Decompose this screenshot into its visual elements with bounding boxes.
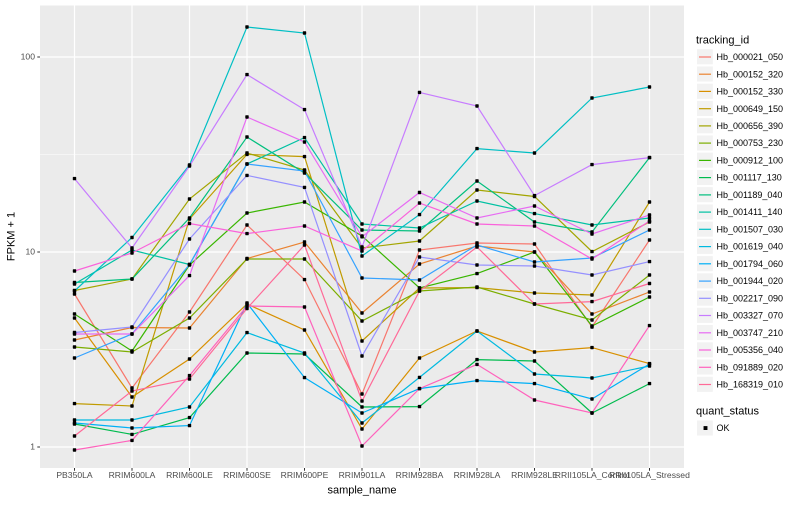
svg-text:OK: OK xyxy=(717,423,730,433)
svg-text:Hb_000021_050: Hb_000021_050 xyxy=(717,52,784,62)
svg-text:Hb_091889_020: Hb_091889_020 xyxy=(717,362,784,372)
svg-text:RRIM928BA: RRIM928BA xyxy=(396,470,444,480)
svg-text:Hb_000912_100: Hb_000912_100 xyxy=(717,156,784,166)
svg-text:tracking_id: tracking_id xyxy=(696,35,749,47)
svg-text:1: 1 xyxy=(30,442,35,452)
svg-text:Hb_001619_040: Hb_001619_040 xyxy=(717,242,784,252)
svg-text:Hb_001117_130: Hb_001117_130 xyxy=(717,173,782,183)
svg-text:RRII105LA_Control: RRII105LA_Control xyxy=(555,470,630,480)
svg-text:Hb_001189_040: Hb_001189_040 xyxy=(717,190,783,200)
svg-text:RRIM928LA: RRIM928LA xyxy=(454,470,501,480)
svg-text:FPKM + 1: FPKM + 1 xyxy=(6,212,18,261)
svg-text:Hb_000649_150: Hb_000649_150 xyxy=(717,104,784,114)
svg-text:Hb_005356_040: Hb_005356_040 xyxy=(717,345,784,355)
svg-text:RRII105LA_Stressed: RRII105LA_Stressed xyxy=(609,470,690,480)
svg-text:RRIM600LE: RRIM600LE xyxy=(166,470,213,480)
svg-text:RRIM600LA: RRIM600LA xyxy=(109,470,156,480)
svg-text:Hb_001507_030: Hb_001507_030 xyxy=(717,224,784,234)
svg-text:RRIM600PE: RRIM600PE xyxy=(281,470,329,480)
svg-text:10: 10 xyxy=(25,247,35,257)
svg-text:Hb_003747_210: Hb_003747_210 xyxy=(717,328,784,338)
svg-text:Hb_000656_390: Hb_000656_390 xyxy=(717,121,784,131)
svg-text:Hb_168319_010: Hb_168319_010 xyxy=(717,380,784,390)
svg-text:Hb_001944_020: Hb_001944_020 xyxy=(717,276,784,286)
svg-text:RRIM600SE: RRIM600SE xyxy=(223,470,271,480)
svg-text:Hb_001794_060: Hb_001794_060 xyxy=(717,259,784,269)
svg-text:PB350LA: PB350LA xyxy=(56,470,93,480)
svg-text:Hb_000152_330: Hb_000152_330 xyxy=(717,87,784,97)
svg-text:sample_name: sample_name xyxy=(327,484,396,496)
svg-text:Hb_001411_140: Hb_001411_140 xyxy=(717,207,783,217)
svg-text:RRIM928LE: RRIM928LE xyxy=(511,470,558,480)
svg-text:Hb_003327_070: Hb_003327_070 xyxy=(717,311,784,321)
svg-text:Hb_000753_230: Hb_000753_230 xyxy=(717,138,784,148)
svg-text:quant_status: quant_status xyxy=(696,406,759,418)
svg-text:100: 100 xyxy=(21,52,36,62)
svg-text:Hb_002217_090: Hb_002217_090 xyxy=(717,293,784,303)
svg-text:Hb_000152_320: Hb_000152_320 xyxy=(717,69,784,79)
svg-text:RRIM901LA: RRIM901LA xyxy=(339,470,386,480)
